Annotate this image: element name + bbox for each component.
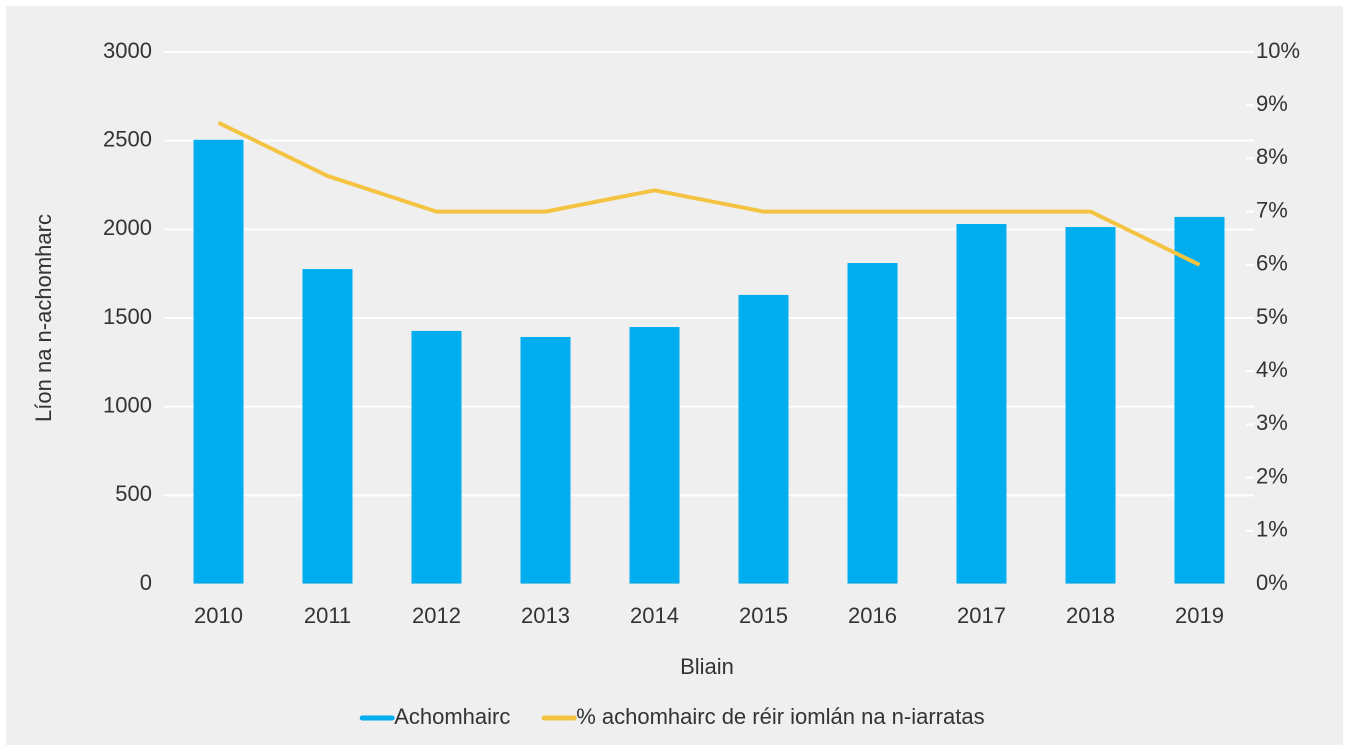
y2-tick-label: 3% xyxy=(1256,410,1288,435)
y-tick-label: 1000 xyxy=(103,392,152,417)
bar xyxy=(1065,227,1116,584)
bar xyxy=(1174,216,1225,585)
x-axis-title: Bliain xyxy=(680,654,734,679)
bar xyxy=(193,139,244,584)
y2-tick-label: 10% xyxy=(1256,38,1300,63)
x-tick-label: 2016 xyxy=(848,603,897,628)
y-tick-label: 2500 xyxy=(103,126,152,151)
x-tick-label: 2015 xyxy=(739,603,788,628)
y-tick-label: 1500 xyxy=(103,304,152,329)
x-tick-label: 2019 xyxy=(1175,603,1224,628)
bar xyxy=(520,336,571,584)
y2-tick-label: 2% xyxy=(1256,463,1288,488)
y-axis-title: Líon na n-achomharc xyxy=(31,214,56,422)
y-tick-label: 0 xyxy=(140,570,152,595)
y2-tick-label: 5% xyxy=(1256,304,1288,329)
y2-tick-label: 0% xyxy=(1256,570,1288,595)
legend-label: Achomhairc xyxy=(394,704,510,729)
x-tick-label: 2011 xyxy=(304,603,351,628)
legend-label: % achomhairc de réir iomlán na n-iarrata… xyxy=(576,704,984,729)
x-tick-label: 2010 xyxy=(194,603,243,628)
y-tick-label: 500 xyxy=(115,481,152,506)
bar xyxy=(847,263,898,584)
x-tick-label: 2012 xyxy=(412,603,461,628)
y2-tick-label: 8% xyxy=(1256,144,1288,169)
bar xyxy=(629,327,680,584)
bar xyxy=(738,294,789,584)
x-tick-label: 2018 xyxy=(1066,603,1115,628)
x-tick-label: 2017 xyxy=(957,603,1006,628)
y2-tick-label: 1% xyxy=(1256,517,1288,542)
x-tick-label: 2014 xyxy=(630,603,679,628)
y-tick-label: 3000 xyxy=(103,38,152,63)
y2-tick-label: 7% xyxy=(1256,197,1288,222)
bar xyxy=(302,269,353,584)
bar xyxy=(956,224,1007,584)
y-tick-label: 2000 xyxy=(103,215,152,240)
x-tick-label: 2013 xyxy=(521,603,570,628)
line xyxy=(217,120,1201,267)
y2-tick-label: 9% xyxy=(1256,91,1288,116)
y2-tick-label: 4% xyxy=(1256,357,1288,382)
y2-tick-label: 6% xyxy=(1256,251,1288,276)
bar xyxy=(411,330,462,584)
